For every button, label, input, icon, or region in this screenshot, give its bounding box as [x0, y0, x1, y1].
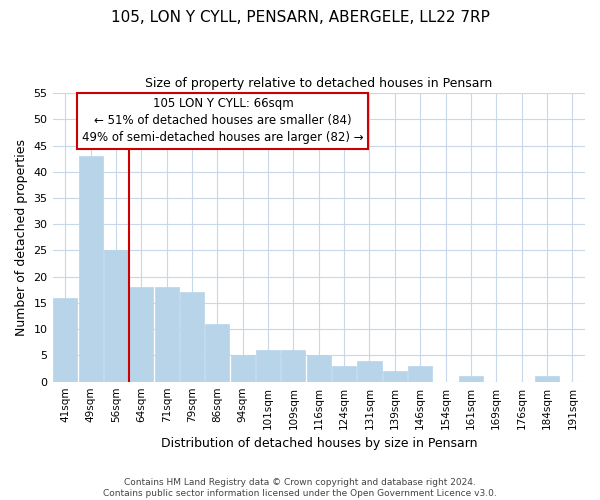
- Bar: [205, 324, 229, 382]
- Bar: [155, 287, 179, 382]
- Bar: [281, 350, 305, 382]
- Title: Size of property relative to detached houses in Pensarn: Size of property relative to detached ho…: [145, 78, 493, 90]
- Bar: [79, 156, 103, 382]
- Bar: [53, 298, 77, 382]
- X-axis label: Distribution of detached houses by size in Pensarn: Distribution of detached houses by size …: [161, 437, 477, 450]
- Y-axis label: Number of detached properties: Number of detached properties: [15, 139, 28, 336]
- Bar: [358, 360, 382, 382]
- Text: 105, LON Y CYLL, PENSARN, ABERGELE, LL22 7RP: 105, LON Y CYLL, PENSARN, ABERGELE, LL22…: [110, 10, 490, 25]
- Bar: [408, 366, 432, 382]
- Bar: [307, 356, 331, 382]
- Bar: [104, 250, 128, 382]
- Bar: [129, 287, 154, 382]
- Bar: [256, 350, 280, 382]
- Text: 105 LON Y CYLL: 66sqm
← 51% of detached houses are smaller (84)
49% of semi-deta: 105 LON Y CYLL: 66sqm ← 51% of detached …: [82, 98, 364, 144]
- Text: Contains HM Land Registry data © Crown copyright and database right 2024.
Contai: Contains HM Land Registry data © Crown c…: [103, 478, 497, 498]
- Bar: [535, 376, 559, 382]
- Bar: [332, 366, 356, 382]
- Bar: [459, 376, 483, 382]
- Bar: [180, 292, 204, 382]
- Bar: [383, 371, 407, 382]
- Bar: [230, 356, 255, 382]
